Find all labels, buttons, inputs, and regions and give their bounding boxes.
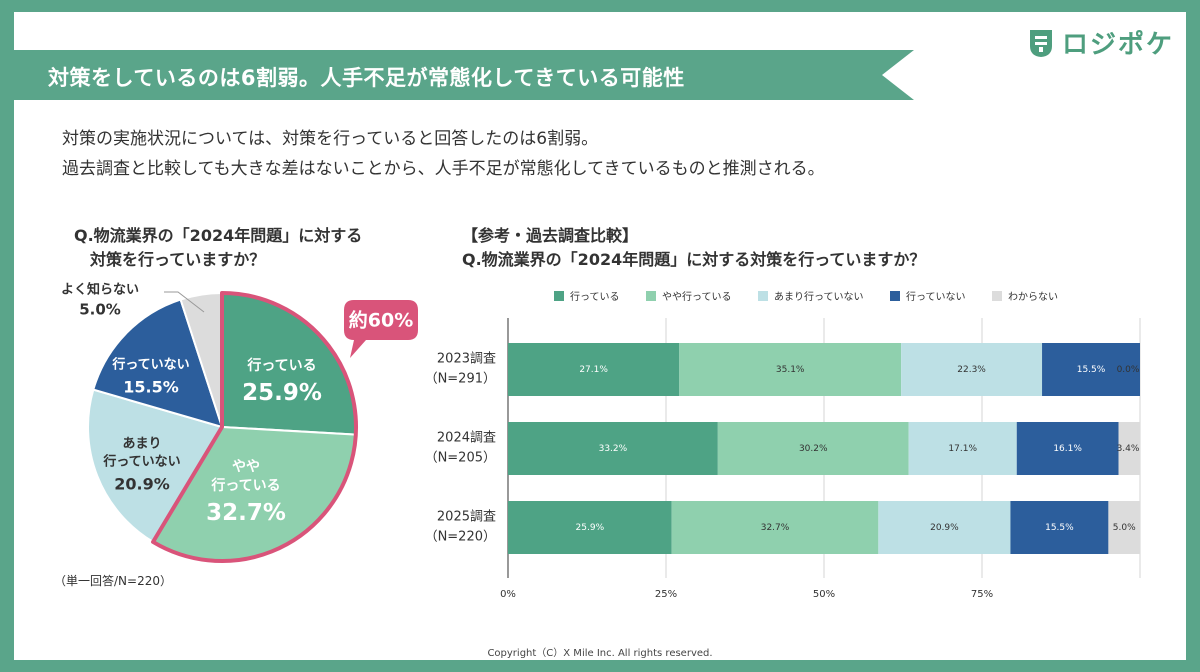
pie-chart: 行っている25.9%やや行っている32.7%あまり行っていない20.9%行ってい… — [61, 282, 358, 563]
title-banner — [14, 50, 914, 100]
bar-value-label: 25.9% — [576, 523, 605, 533]
bar-value-label: 20.9% — [930, 523, 959, 533]
bar-segment — [671, 501, 879, 554]
pie-slice — [87, 388, 224, 544]
pie-slice-label: よく知らない — [61, 282, 139, 298]
bar-value-label: 32.7% — [761, 523, 790, 533]
pie-slice-label: 行っていない — [102, 454, 180, 470]
bar-question-line-1: 【参考・過去調査比較】 — [462, 226, 639, 245]
pie-leader-line — [164, 291, 205, 313]
legend-swatch — [890, 291, 900, 301]
logo-text: ロジポケ — [1061, 30, 1174, 60]
legend-swatch — [554, 291, 564, 301]
pie-highlight-outline — [151, 291, 358, 563]
charts-canvas: 行っている25.9%やや行っている32.7%あまり行っていない20.9%行ってい… — [61, 282, 1141, 600]
footnote: （単一回答/N=220） — [54, 574, 172, 588]
bar-segment — [1042, 343, 1140, 396]
category-n-label: （N=220） — [425, 530, 496, 545]
lead-line-2: 過去調査と比較しても大きな差はないことから、人手不足が常態化してきているものと推… — [62, 159, 825, 179]
legend-label: わからない — [1008, 291, 1058, 303]
bar-value-label: 5.0% — [1113, 523, 1136, 533]
callout-text: 約60% — [349, 309, 413, 332]
bar-segment — [508, 501, 672, 554]
bar-value-label: 35.1% — [776, 365, 805, 375]
legend-label: 行っていない — [906, 290, 966, 303]
legend-swatch — [646, 291, 656, 301]
category-label: 2023調査 — [437, 352, 496, 367]
bar-segment — [1010, 501, 1109, 554]
legend-label: 行っている — [570, 290, 620, 303]
bar-value-label: 17.1% — [948, 444, 977, 454]
legend-label: やや行っている — [662, 290, 732, 303]
bar-value-label: 30.2% — [799, 444, 828, 454]
lead-line-1: 対策の実施状況については、対策を行っていると回答したのは6割弱。 — [62, 129, 599, 149]
x-tick-label: 50% — [813, 589, 835, 600]
pie-slice-label: あまり — [122, 437, 161, 452]
bar-segment — [679, 343, 902, 396]
bar-value-label: 3.4% — [1117, 444, 1140, 454]
pie-slice-value: 5.0% — [79, 301, 121, 319]
bar-value-label: 16.1% — [1053, 444, 1082, 454]
bar-value-label: 15.5% — [1045, 523, 1074, 533]
x-tick-label: 25% — [655, 589, 677, 600]
brand-logo: ロジポケ — [1028, 24, 1174, 61]
bar-segment — [508, 422, 718, 475]
pie-slice-value: 32.7% — [206, 500, 286, 526]
copyright: Copyright（C）X Mile Inc. All rights reser… — [487, 648, 713, 659]
bar-segment — [901, 343, 1043, 396]
slide: 対策をしているのは6割弱。人手不足が常態化してきている可能性 ロジポケ 対策の実… — [14, 12, 1186, 660]
bar-question-line-2: Q.物流業界の「2024年問題」に対する対策を行っていますか？ — [462, 250, 926, 269]
pie-slice-value: 15.5% — [123, 378, 179, 397]
logo-icon — [1029, 29, 1052, 57]
bar-segment — [1016, 422, 1119, 475]
legend-swatch — [758, 291, 768, 301]
x-tick-label: 75% — [971, 589, 993, 600]
pie-slice-label: やや — [232, 459, 260, 475]
category-label: 2024調査 — [437, 431, 496, 446]
bar-value-label: 27.1% — [579, 365, 608, 375]
bar-segment — [878, 501, 1011, 554]
callout-shape — [344, 300, 418, 358]
callout-bubble: 約60% — [344, 300, 418, 358]
pie-slice-label: 行っている — [210, 477, 280, 494]
bar-chart: 行っている やや行っている あまり行っていない 行っていない わからない 0% 25% 50%… — [425, 290, 1141, 600]
category-label: 2025調査 — [437, 510, 496, 525]
bar-value-label: 0.0% — [1117, 365, 1140, 375]
category-n-label: （N=291） — [425, 372, 496, 387]
bar-value-label: 15.5% — [1077, 365, 1106, 375]
page-title: 対策をしているのは6割弱。人手不足が常態化してきている可能性 — [48, 66, 685, 90]
pie-slice-label: 行っていない — [111, 357, 189, 373]
bar-segment — [908, 422, 1017, 475]
x-tick-label: 0% — [500, 589, 516, 600]
bar-value-label: 33.2% — [599, 444, 628, 454]
pie-slice-value: 25.9% — [242, 380, 322, 406]
legend-label: あまり行っていない — [774, 290, 864, 303]
category-n-label: （N=205） — [425, 451, 496, 466]
pie-slice-label: 行っている — [246, 357, 316, 374]
pie-slice-value: 20.9% — [114, 475, 170, 494]
pie-question-line-1: Q.物流業界の「2024年問題」に対する — [74, 226, 363, 245]
pie-slice — [92, 298, 224, 429]
pie-question-line-2: 対策を行っていますか？ — [90, 250, 266, 269]
legend-swatch — [992, 291, 1002, 301]
bar-segment — [508, 343, 680, 396]
bar-segment — [717, 422, 909, 475]
bar-value-label: 22.3% — [957, 365, 986, 375]
bar-segment — [1118, 422, 1140, 475]
bar-segment — [1108, 501, 1140, 554]
